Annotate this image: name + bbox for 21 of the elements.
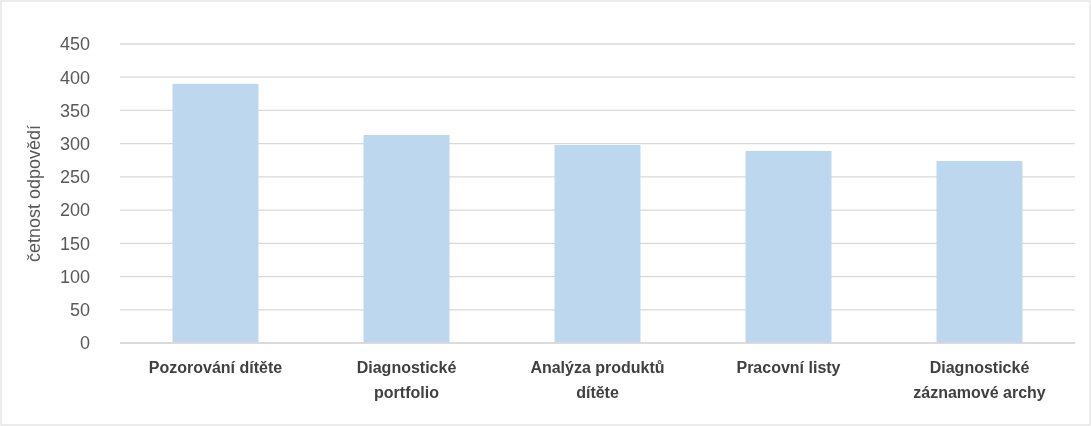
bar <box>363 135 450 343</box>
bar <box>554 145 641 343</box>
x-tick-label: Diagnostické záznamové archy <box>913 359 1046 401</box>
y-tick-label: 400 <box>59 67 90 88</box>
bar <box>745 150 832 343</box>
y-tick-label: 50 <box>69 300 90 321</box>
y-tick-label: 450 <box>59 34 90 55</box>
y-tick-label: 150 <box>59 233 90 254</box>
y-axis-title: četnost odpovědí <box>24 124 44 263</box>
y-tick-label: 350 <box>59 100 90 121</box>
bar <box>172 83 259 343</box>
y-tick-label: 300 <box>59 133 90 154</box>
y-tick-label: 0 <box>79 333 90 354</box>
bar <box>936 160 1023 343</box>
x-tick-label: Analýza produktů dítěte <box>530 359 665 401</box>
x-tick-label: Pozorování dítěte <box>148 359 283 376</box>
y-tick-label: 250 <box>59 167 90 188</box>
x-tick-label: Pracovní listy <box>736 359 841 376</box>
y-tick-label: 100 <box>59 266 90 287</box>
y-tick-label: 200 <box>59 200 90 221</box>
x-tick-label: Diagnostické portfolio <box>356 359 457 401</box>
